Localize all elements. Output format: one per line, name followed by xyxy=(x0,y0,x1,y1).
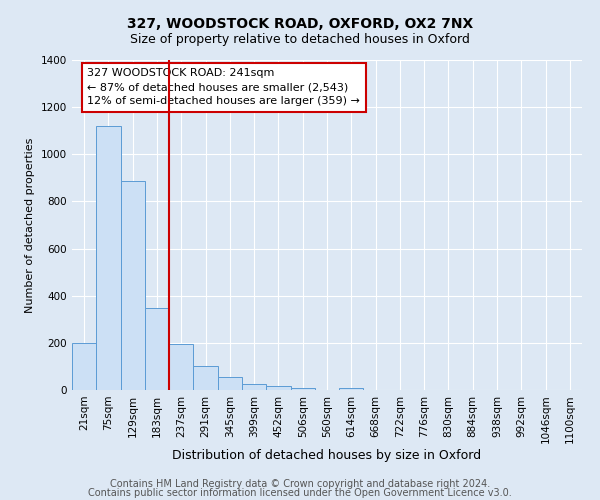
Text: Contains public sector information licensed under the Open Government Licence v3: Contains public sector information licen… xyxy=(88,488,512,498)
Bar xyxy=(169,344,193,390)
Bar xyxy=(242,384,266,390)
Bar xyxy=(193,366,218,390)
Text: 327 WOODSTOCK ROAD: 241sqm
← 87% of detached houses are smaller (2,543)
12% of s: 327 WOODSTOCK ROAD: 241sqm ← 87% of deta… xyxy=(88,68,360,106)
Text: Size of property relative to detached houses in Oxford: Size of property relative to detached ho… xyxy=(130,32,470,46)
Bar xyxy=(72,343,96,390)
Bar xyxy=(218,377,242,390)
Bar xyxy=(121,182,145,390)
Text: 327, WOODSTOCK ROAD, OXFORD, OX2 7NX: 327, WOODSTOCK ROAD, OXFORD, OX2 7NX xyxy=(127,18,473,32)
Text: Contains HM Land Registry data © Crown copyright and database right 2024.: Contains HM Land Registry data © Crown c… xyxy=(110,479,490,489)
Bar xyxy=(145,308,169,390)
X-axis label: Distribution of detached houses by size in Oxford: Distribution of detached houses by size … xyxy=(172,449,482,462)
Bar xyxy=(290,388,315,390)
Bar xyxy=(266,386,290,390)
Bar xyxy=(96,126,121,390)
Bar xyxy=(339,388,364,390)
Y-axis label: Number of detached properties: Number of detached properties xyxy=(25,138,35,312)
